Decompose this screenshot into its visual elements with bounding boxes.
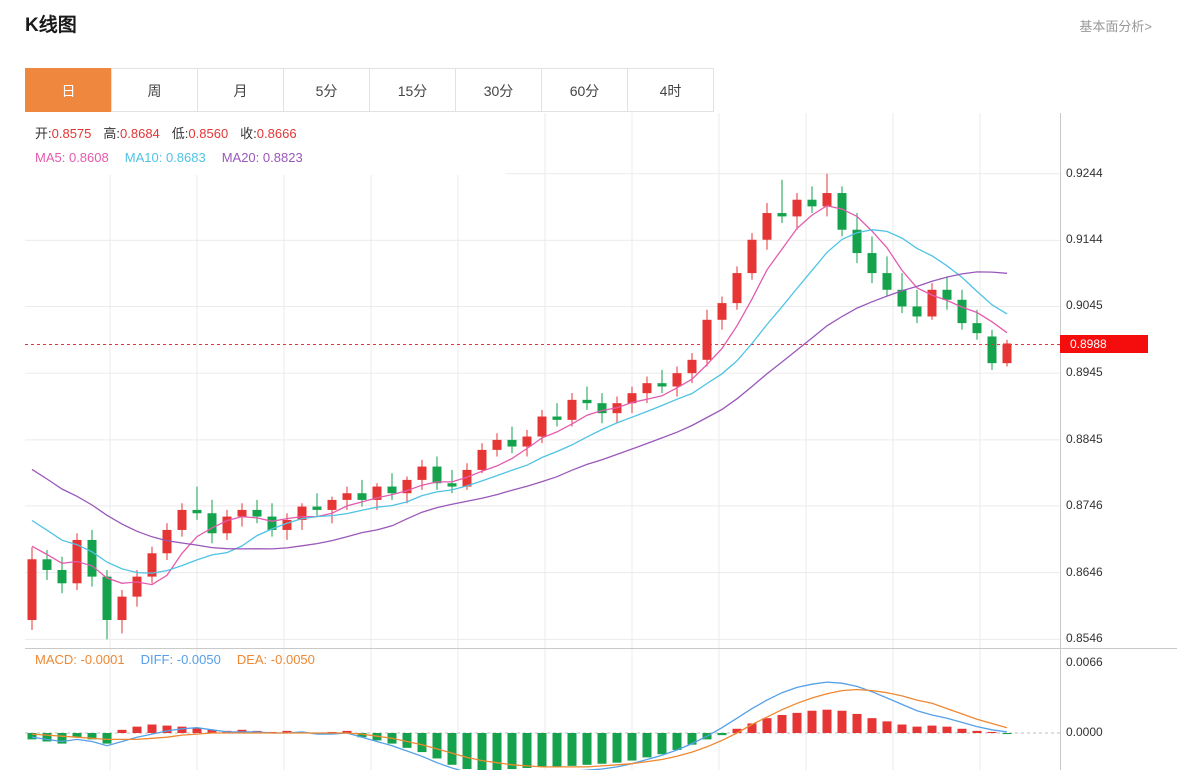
macd-axis-label: 0.0066 xyxy=(1066,655,1103,670)
ma10-legend: MA10: 0.8683 xyxy=(124,150,206,165)
price-axis-label: 0.8945 xyxy=(1066,365,1103,380)
high-label: 高: xyxy=(103,126,121,141)
price-axis-label: 0.9244 xyxy=(1066,165,1103,180)
fundamental-analysis-link[interactable]: 基本面分析> xyxy=(1079,19,1152,34)
price-axis-label: 0.9045 xyxy=(1066,298,1103,313)
tab-monthly[interactable]: 月 xyxy=(197,68,284,112)
macd-axis-label: 0.0000 xyxy=(1066,725,1103,739)
open-value: 0.8575 xyxy=(51,126,92,141)
low-value: 0.8560 xyxy=(188,126,229,141)
current-price-badge: 0.8988 xyxy=(1060,335,1148,354)
macd-legend: MACD: -0.0001 xyxy=(35,652,125,667)
low-label: 低: xyxy=(171,126,189,141)
tab-15min[interactable]: 15分 xyxy=(369,68,456,112)
price-axis-label: 0.8845 xyxy=(1066,431,1103,446)
open-label: 开: xyxy=(35,126,52,141)
price-axis-label: 0.8646 xyxy=(1066,564,1103,579)
diff-legend: DIFF: -0.0050 xyxy=(140,652,221,667)
panel-separator xyxy=(25,648,1177,649)
dea-legend: DEA: -0.0050 xyxy=(236,652,315,667)
candlestick-chart[interactable] xyxy=(25,113,1060,650)
macd-chart[interactable] xyxy=(25,650,1060,770)
high-value: 0.8684 xyxy=(120,126,160,141)
ma-row: MA5: 0.8608 MA10: 0.8683 MA20: 0.8823 xyxy=(35,150,505,165)
ma5-legend: MA5: 0.8608 xyxy=(35,150,109,165)
ma20-legend: MA20: 0.8823 xyxy=(221,150,303,165)
right-axis-line xyxy=(1060,113,1061,770)
tab-30min[interactable]: 30分 xyxy=(455,68,542,112)
ohlc-info-panel: 开:0.8575 高:0.8684 低:0.8560 收:0.8666 MA5: 0.… xyxy=(25,113,505,175)
price-axis-label: 0.8746 xyxy=(1066,497,1103,512)
ohlc-row: 开:0.8575 高:0.8684 低:0.8560 收:0.8666 xyxy=(35,123,505,142)
close-value: 0.8666 xyxy=(256,126,297,141)
tab-daily[interactable]: 日 xyxy=(25,68,112,112)
price-axis-label: 0.9144 xyxy=(1066,232,1103,247)
close-label: 收: xyxy=(240,126,257,141)
interval-tabbar: 日 周 月 5分 15分 30分 60分 4时 xyxy=(25,68,714,112)
tab-4hour[interactable]: 4时 xyxy=(627,68,714,112)
macd-info-panel: MACD: -0.0001 DIFF: -0.0050 DEA: -0.0050 xyxy=(35,652,315,667)
tab-weekly[interactable]: 周 xyxy=(111,68,198,112)
tab-5min[interactable]: 5分 xyxy=(283,68,370,112)
tab-60min[interactable]: 60分 xyxy=(541,68,628,112)
page-title: K线图 xyxy=(25,15,77,36)
price-axis-label: 0.8546 xyxy=(1066,631,1103,646)
